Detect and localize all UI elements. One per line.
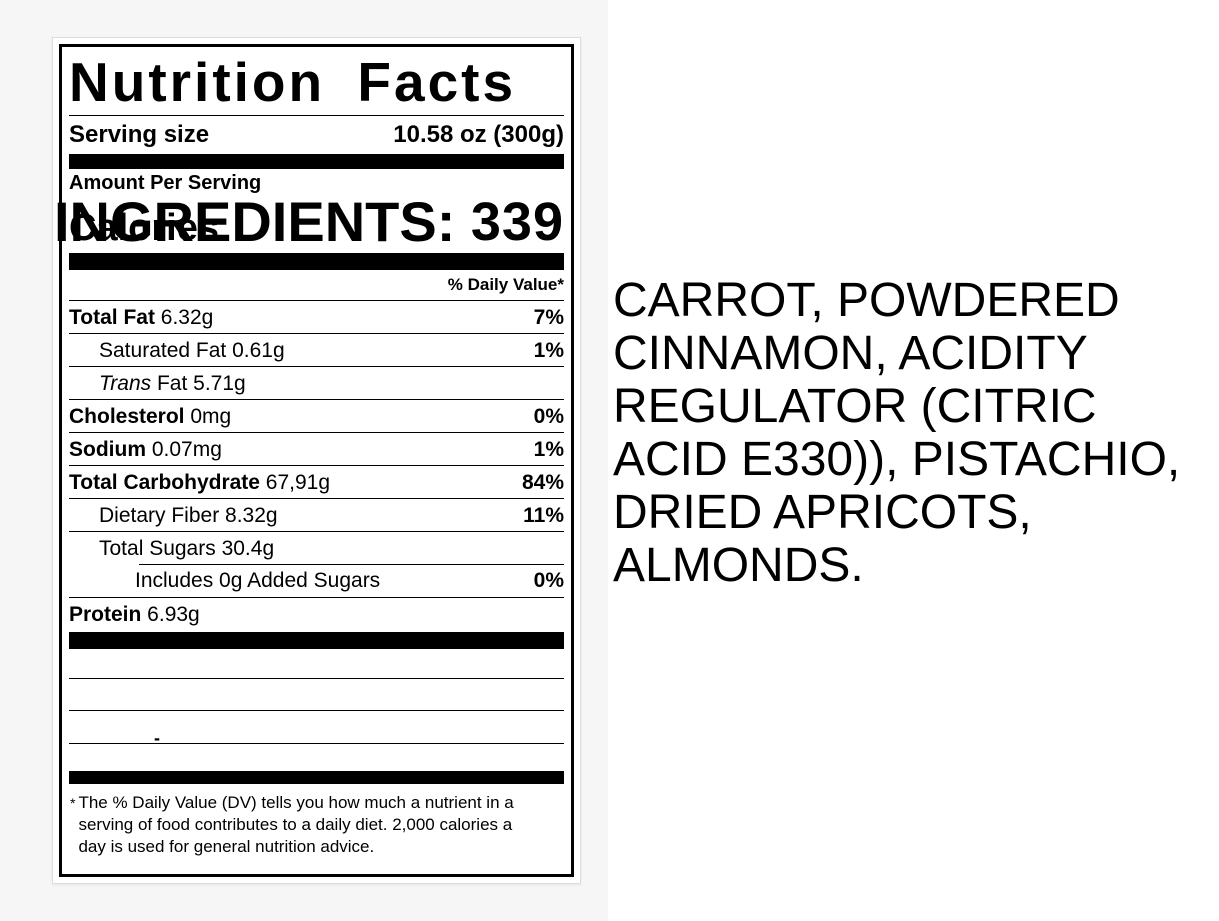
nutrient-amount: 6.93g bbox=[141, 603, 200, 626]
blank-row bbox=[69, 744, 564, 771]
nutrient-row: Protein 6.93g bbox=[69, 597, 564, 632]
text-line: CARROT, POWDERED bbox=[613, 274, 1120, 327]
text-line: day is used for general nutrition advice… bbox=[78, 837, 375, 856]
calories-row: Calories 339 bbox=[69, 194, 564, 250]
nutrient-amount: 0.61g bbox=[226, 339, 285, 362]
blank-row bbox=[69, 679, 564, 711]
nutrient-name: Trans bbox=[99, 372, 152, 395]
nutrient-rows: Total Fat 6.32g 7% Saturated Fat 0.61g 1… bbox=[69, 300, 564, 632]
serving-size-value: 10.58 oz (300g) bbox=[393, 121, 564, 148]
footnote: * The % Daily Value (DV) tells you how m… bbox=[69, 784, 564, 858]
footnote-text: The % Daily Value (DV) tells you how muc… bbox=[78, 792, 513, 858]
nutrient-amount: Fat 5.71g bbox=[151, 372, 246, 395]
nutrient-row: Cholesterol 0mg 0% bbox=[69, 399, 564, 432]
nutrient-name: Total Carbohydrate bbox=[69, 471, 260, 494]
nutrient-daily-value: 11% bbox=[523, 504, 564, 527]
nutrient-daily-value: 84% bbox=[521, 471, 564, 494]
divider-bar bbox=[69, 154, 564, 169]
nutrient-amount: 67,91g bbox=[259, 471, 331, 494]
text-line: DRIED APRICOTS, bbox=[613, 486, 1032, 539]
nutrient-row: Total Sugars 30.4g bbox=[69, 531, 564, 564]
blank-row: - bbox=[69, 711, 564, 748]
nutrient-row: Includes 0g Added Sugars 0% bbox=[69, 564, 564, 597]
blank-row bbox=[69, 649, 564, 679]
nutrient-name: Cholesterol bbox=[69, 405, 185, 428]
divider-bar bbox=[69, 771, 564, 784]
nutrient-row: Saturated Fat 0.61g 1% bbox=[69, 333, 564, 366]
nutrient-name: Dietary Fiber bbox=[99, 504, 220, 527]
nutrient-row: Trans Fat 5.71g bbox=[69, 366, 564, 399]
nutrient-row: Dietary Fiber 8.32g 11% bbox=[69, 498, 564, 531]
nutrient-daily-value: 1% bbox=[533, 438, 564, 461]
calories-value: 339 bbox=[470, 192, 564, 252]
nutrient-name: Saturated Fat bbox=[99, 339, 227, 362]
nutrient-amount: 30.4g bbox=[215, 537, 275, 560]
text-line: The % Daily Value (DV) tells you how muc… bbox=[78, 793, 514, 812]
text-line: serving of food contributes to a daily d… bbox=[78, 815, 513, 834]
ingredients-text: CARROT, POWDERED CINNAMON, ACIDITY REGULAT… bbox=[613, 274, 1180, 592]
nutrient-name: Includes 0g Added Sugars bbox=[135, 569, 381, 592]
label-title: Nutrition Facts bbox=[69, 49, 564, 116]
nutrient-daily-value: 7% bbox=[533, 306, 564, 329]
nutrient-name: Protein bbox=[69, 603, 142, 626]
ingredients-background-panel bbox=[608, 0, 1219, 921]
nutrient-daily-value: 1% bbox=[533, 339, 564, 362]
amount-per-serving-label: Amount Per Serving bbox=[69, 172, 262, 194]
nutrient-row: Total Fat 6.32g 7% bbox=[69, 300, 564, 333]
text-line: CINNAMON, ACIDITY bbox=[613, 327, 1088, 380]
footnote-asterisk: * bbox=[70, 795, 76, 811]
nutrient-row: Sodium 0.07mg 1% bbox=[69, 432, 564, 465]
nutrient-amount: 8.32g bbox=[219, 504, 278, 527]
stray-dash: - bbox=[154, 728, 160, 748]
nutrient-amount: 0.07mg bbox=[146, 438, 222, 461]
ingredients-heading: INGREDIENTS: bbox=[54, 190, 456, 253]
serving-size-row: Serving size 10.58 oz (300g) bbox=[69, 116, 564, 154]
text-line: ACID E330)), PISTACHIO, bbox=[613, 433, 1181, 486]
calories-label: Calories bbox=[69, 207, 219, 249]
nutrition-label-card: Nutrition Facts Serving size 10.58 oz (3… bbox=[52, 37, 581, 884]
nutrient-row: Total Carbohydrate 67,91g 84% bbox=[69, 465, 564, 498]
nutrient-daily-value: 0% bbox=[533, 569, 564, 592]
nutrient-name: Total Sugars bbox=[99, 537, 216, 560]
divider-bar bbox=[69, 632, 564, 649]
nutrient-amount: 6.32g bbox=[154, 306, 214, 329]
nutrient-name: Total Fat bbox=[69, 306, 155, 329]
serving-size-label: Serving size bbox=[69, 121, 210, 148]
nutrient-name: Sodium bbox=[69, 438, 146, 461]
daily-value-header: % Daily Value* bbox=[447, 275, 564, 294]
text-line: ALMONDS. bbox=[613, 539, 864, 592]
nutrient-amount: 0mg bbox=[184, 405, 232, 428]
divider-bar bbox=[69, 253, 564, 270]
text-line: REGULATOR (CITRIC bbox=[613, 380, 1097, 433]
nutrition-facts-label: Nutrition Facts Serving size 10.58 oz (3… bbox=[59, 44, 574, 877]
nutrient-daily-value: 0% bbox=[533, 405, 564, 428]
